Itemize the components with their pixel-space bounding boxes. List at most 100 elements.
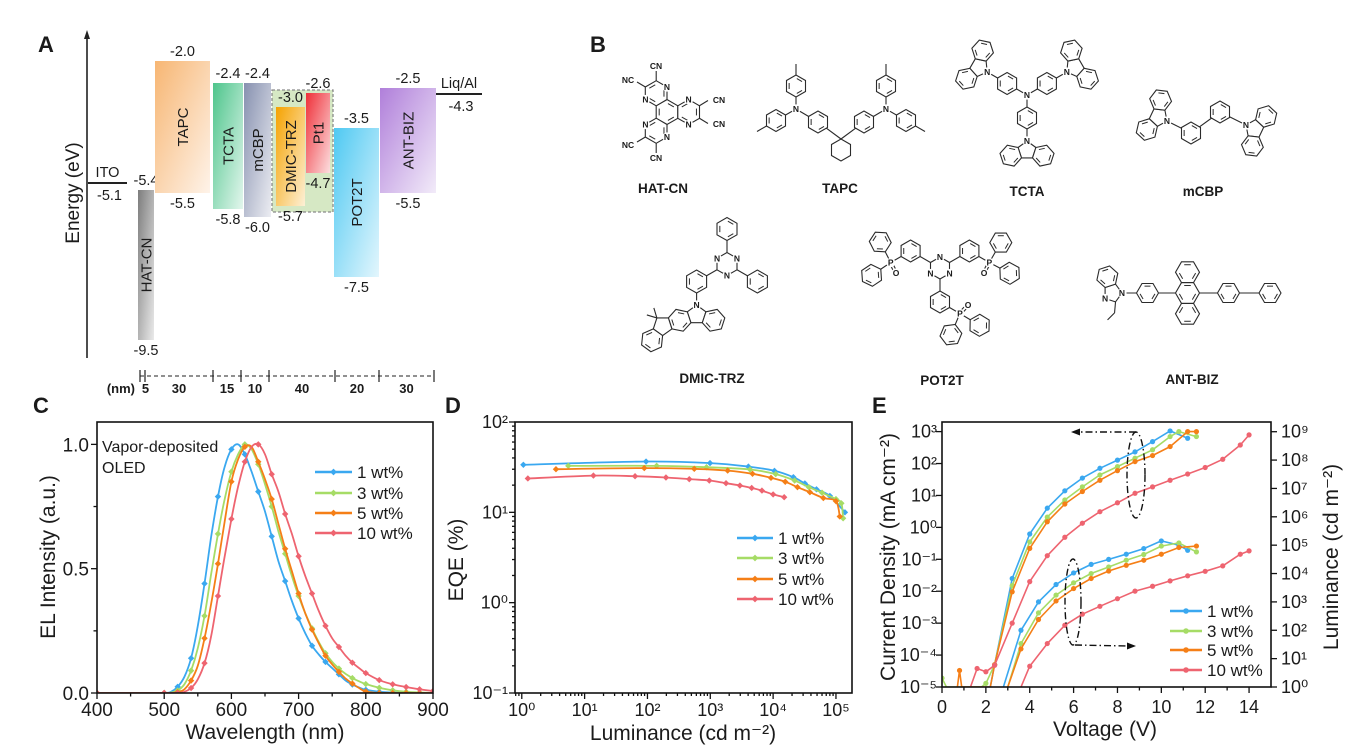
- aromatic-double-bond: [886, 90, 893, 94]
- luminance-line-3-wt: [1007, 542, 1197, 687]
- data-point: [1149, 447, 1156, 453]
- data-point: [1167, 578, 1173, 584]
- current-density-line-5-wt: [956, 430, 1197, 687]
- data-point: [308, 626, 316, 633]
- data-point: [1097, 603, 1103, 609]
- data-point: [295, 590, 302, 597]
- bond: [699, 117, 709, 124]
- right-y-tick-label: 10⁹: [1281, 422, 1309, 442]
- atom-background: [662, 132, 672, 142]
- data-point: [228, 478, 235, 485]
- data-point: [1044, 505, 1050, 511]
- data-point: [746, 466, 754, 473]
- structure-hat-cn: N N N N N N CN NC CN CN NC CN: [622, 61, 725, 163]
- atom-label: N: [664, 132, 670, 142]
- aromatic-double-bond: [1178, 272, 1184, 280]
- aromatic-double-bond: [1244, 139, 1250, 145]
- homo-label: -5.7: [278, 209, 303, 225]
- aromatic-double-bond: [1048, 154, 1052, 161]
- left-y-tick-label: 10²: [911, 454, 937, 474]
- thickness-label: 30: [399, 381, 413, 396]
- legend-label: 5 wt%: [778, 570, 824, 589]
- aromatic-double-bond: [1152, 99, 1156, 106]
- atom-label: N: [724, 271, 730, 281]
- x-tick-label: 14: [1239, 697, 1259, 717]
- data-point: [376, 684, 383, 691]
- right-axis-pointer-line: [1074, 644, 1129, 647]
- plot-frame: [96, 421, 434, 694]
- aromatic-double-bond: [1004, 243, 1009, 249]
- energy-level-bar-pt1: [306, 93, 330, 173]
- data-point: [1176, 429, 1182, 435]
- energy-level-bar-tcta: [213, 83, 243, 209]
- data-point: [662, 474, 670, 481]
- data-point: [1237, 442, 1243, 448]
- data-point: [1149, 452, 1156, 459]
- x-tick-label: 900: [417, 700, 449, 721]
- left-y-tick-label: 10¹: [911, 485, 937, 505]
- atom-background: [791, 104, 801, 114]
- atom-label: O: [893, 268, 900, 278]
- data-point: [836, 513, 843, 520]
- atom-background: [1062, 67, 1072, 77]
- six-membered-ring: [954, 67, 978, 90]
- aromatic-double-bond: [1102, 268, 1109, 272]
- data-point: [1183, 628, 1189, 634]
- data-point: [1079, 484, 1085, 490]
- molecule-name-ant-biz: ANT-BIZ: [1165, 372, 1218, 387]
- aromatic-double-bond: [697, 285, 704, 290]
- legend-item-3-wt: 3 wt%: [315, 484, 403, 503]
- legend-item-3-wt: 3 wt%: [737, 549, 824, 568]
- data-point: [751, 554, 759, 562]
- thickness-label: 40: [295, 381, 309, 396]
- data-point: [255, 488, 262, 495]
- atom-label: N: [1119, 288, 1125, 298]
- data-point: [1237, 551, 1243, 557]
- aromatic-double-bond: [948, 340, 955, 343]
- atom-label: N: [734, 253, 740, 263]
- aromatic-double-bond: [1003, 277, 1010, 282]
- aromatic-double-bond: [1027, 122, 1034, 126]
- data-point: [1018, 646, 1024, 652]
- data-point: [1220, 563, 1226, 569]
- aromatic-double-bond: [1158, 92, 1165, 95]
- right-y-tick-label: 10⁶: [1281, 507, 1308, 527]
- y-tick-label: 10¹: [482, 502, 508, 522]
- data-point: [1071, 580, 1077, 586]
- atom-label: N: [642, 120, 648, 130]
- data-point: [565, 462, 572, 470]
- six-membered-ring: [1059, 39, 1083, 62]
- atom-label: N: [946, 269, 952, 279]
- right-y-axis-title: Luminance (cd m⁻²): [1320, 464, 1343, 650]
- x-tick-label: 10³: [697, 700, 723, 720]
- aromatic-double-bond: [1220, 293, 1225, 300]
- data-point: [782, 478, 789, 485]
- data-point: [1097, 465, 1103, 471]
- atom-background: [1022, 136, 1032, 146]
- data-point: [767, 474, 775, 482]
- aromatic-double-bond: [886, 78, 893, 82]
- bond: [915, 125, 926, 132]
- data-point: [1053, 581, 1059, 588]
- y-tick-label: 0.0: [63, 684, 89, 705]
- luminance-group-ellipse: [1064, 558, 1082, 646]
- data-point: [1183, 647, 1189, 653]
- homo-label: -5.5: [170, 196, 195, 212]
- atom-label: P: [888, 258, 894, 268]
- aromatic-double-bond: [1013, 157, 1019, 163]
- data-point: [1132, 490, 1138, 496]
- five-membered-ring: [1017, 140, 1037, 159]
- data-point: [751, 595, 759, 603]
- data-point: [1027, 545, 1033, 551]
- molecule-name-hat-cn: HAT-CN: [638, 181, 688, 196]
- data-point: [349, 659, 356, 666]
- aromatic-double-bond: [969, 255, 976, 259]
- right-y-tick-label: 10⁷: [1281, 478, 1308, 498]
- aromatic-double-bond: [796, 90, 803, 94]
- data-point: [1183, 667, 1189, 673]
- data-point: [1114, 596, 1121, 602]
- homo-label: -4.7: [306, 176, 331, 192]
- aromatic-double-bond: [649, 121, 656, 127]
- atom-background: [714, 119, 724, 129]
